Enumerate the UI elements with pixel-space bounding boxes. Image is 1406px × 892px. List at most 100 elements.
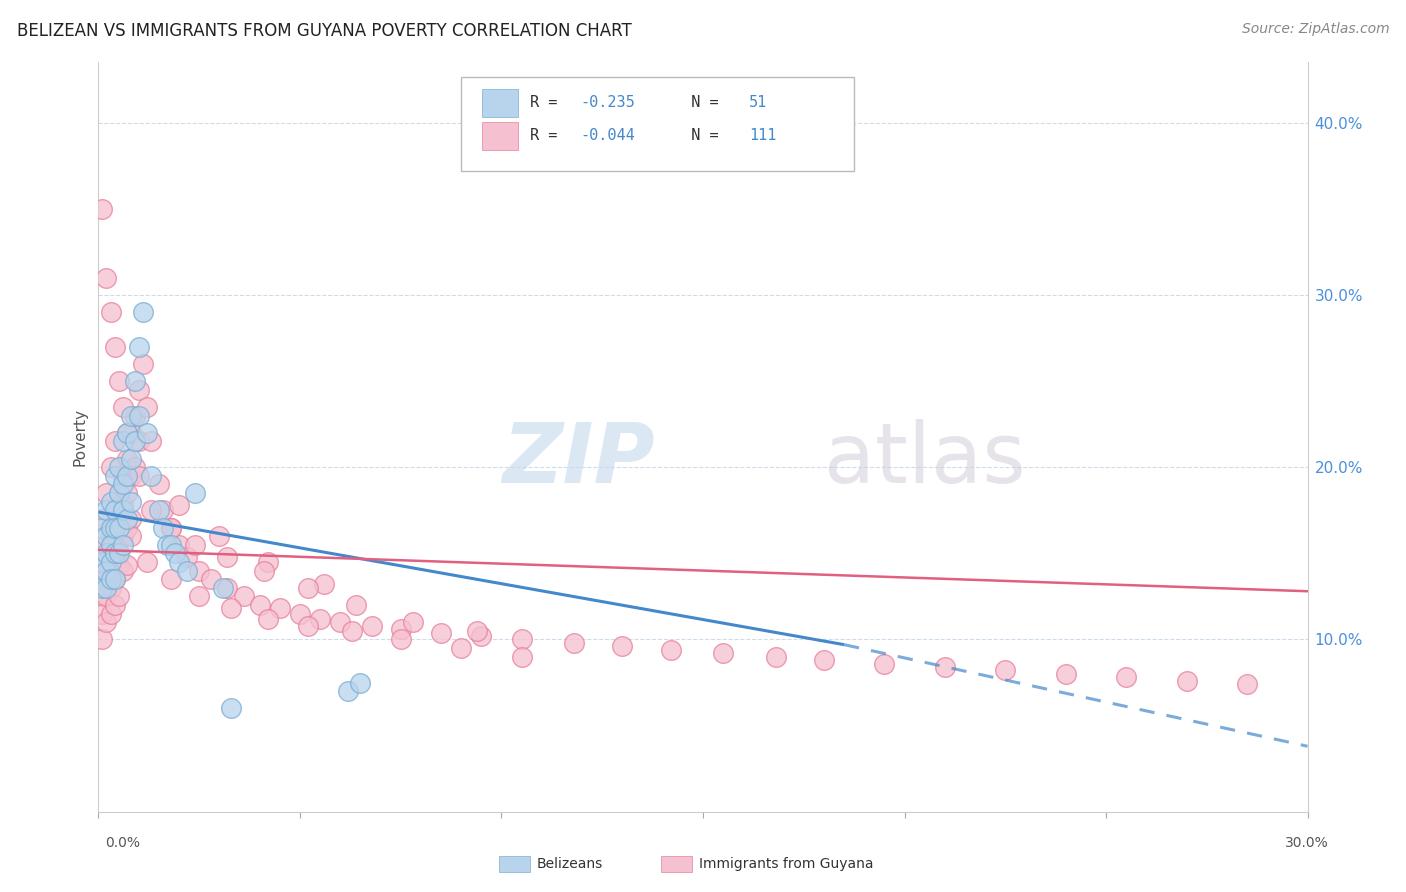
Point bbox=[111, 468, 134, 483]
Point bbox=[269, 601, 291, 615]
Point bbox=[217, 549, 239, 564]
Point bbox=[217, 581, 239, 595]
Point bbox=[91, 202, 114, 216]
Point bbox=[115, 425, 138, 440]
Point bbox=[115, 512, 138, 526]
FancyBboxPatch shape bbox=[482, 88, 517, 117]
Point bbox=[232, 590, 254, 604]
Point bbox=[314, 577, 336, 591]
Point bbox=[208, 529, 231, 543]
Point bbox=[450, 641, 472, 656]
Point bbox=[111, 434, 134, 449]
FancyBboxPatch shape bbox=[461, 78, 855, 171]
Point bbox=[96, 503, 118, 517]
Point bbox=[96, 590, 118, 604]
Point bbox=[934, 660, 956, 674]
Point bbox=[337, 684, 360, 698]
Point bbox=[107, 558, 129, 573]
Point bbox=[765, 649, 787, 664]
Point bbox=[160, 520, 183, 534]
Point bbox=[111, 529, 134, 543]
Point bbox=[389, 622, 412, 636]
Point bbox=[103, 520, 125, 534]
Point bbox=[103, 340, 125, 354]
Point bbox=[128, 468, 150, 483]
Point bbox=[659, 642, 682, 657]
Point bbox=[212, 581, 235, 595]
Point bbox=[120, 468, 142, 483]
Y-axis label: Poverty: Poverty bbox=[72, 408, 87, 467]
Point bbox=[96, 555, 118, 569]
Point bbox=[562, 636, 585, 650]
Point bbox=[184, 486, 207, 500]
Point bbox=[100, 538, 122, 552]
Point bbox=[139, 503, 162, 517]
Point bbox=[96, 270, 118, 285]
Point bbox=[1236, 677, 1258, 691]
Point bbox=[107, 533, 129, 547]
Point bbox=[100, 520, 122, 534]
Point bbox=[135, 425, 157, 440]
Point bbox=[160, 572, 183, 586]
Point bbox=[148, 477, 170, 491]
Point bbox=[361, 618, 384, 632]
Point bbox=[256, 555, 278, 569]
Point bbox=[309, 612, 332, 626]
Point bbox=[124, 409, 146, 423]
Point bbox=[111, 477, 134, 491]
Point bbox=[107, 512, 129, 526]
Point bbox=[510, 649, 533, 664]
Point bbox=[510, 632, 533, 647]
Point bbox=[115, 468, 138, 483]
Point bbox=[111, 564, 134, 578]
Point bbox=[612, 640, 634, 654]
Text: R =: R = bbox=[530, 95, 567, 110]
Point bbox=[120, 409, 142, 423]
Point bbox=[115, 425, 138, 440]
Point bbox=[96, 486, 118, 500]
Text: 0.0%: 0.0% bbox=[105, 836, 141, 850]
Point bbox=[103, 525, 125, 540]
Point bbox=[115, 486, 138, 500]
Point bbox=[124, 374, 146, 388]
Text: BELIZEAN VS IMMIGRANTS FROM GUYANA POVERTY CORRELATION CHART: BELIZEAN VS IMMIGRANTS FROM GUYANA POVER… bbox=[17, 22, 631, 40]
Point bbox=[111, 503, 134, 517]
Text: -0.044: -0.044 bbox=[581, 128, 636, 143]
Point bbox=[994, 664, 1017, 678]
Point bbox=[107, 486, 129, 500]
Point bbox=[297, 618, 319, 632]
Point bbox=[111, 498, 134, 512]
Point bbox=[100, 305, 122, 319]
Point bbox=[1115, 670, 1137, 684]
Point bbox=[120, 425, 142, 440]
Point bbox=[167, 555, 190, 569]
Point bbox=[139, 468, 162, 483]
Point bbox=[100, 607, 122, 621]
Point bbox=[160, 520, 183, 534]
Point bbox=[329, 615, 352, 630]
Point bbox=[163, 546, 186, 560]
Point bbox=[96, 564, 118, 578]
Point bbox=[91, 555, 114, 569]
Text: R =: R = bbox=[530, 128, 567, 143]
Point bbox=[402, 615, 425, 630]
Point bbox=[132, 305, 155, 319]
Point bbox=[115, 451, 138, 466]
Point bbox=[873, 657, 896, 671]
Point bbox=[156, 538, 179, 552]
Point bbox=[91, 555, 114, 569]
Point bbox=[389, 632, 412, 647]
Point bbox=[167, 498, 190, 512]
Point bbox=[184, 538, 207, 552]
Point bbox=[344, 598, 367, 612]
Point bbox=[1175, 673, 1198, 688]
Point bbox=[100, 555, 122, 569]
Point bbox=[135, 555, 157, 569]
Point bbox=[103, 546, 125, 560]
Point bbox=[124, 460, 146, 475]
Point bbox=[103, 503, 125, 517]
Point bbox=[103, 503, 125, 517]
Point bbox=[107, 520, 129, 534]
Point bbox=[107, 546, 129, 560]
Text: Immigrants from Guyana: Immigrants from Guyana bbox=[699, 857, 873, 871]
